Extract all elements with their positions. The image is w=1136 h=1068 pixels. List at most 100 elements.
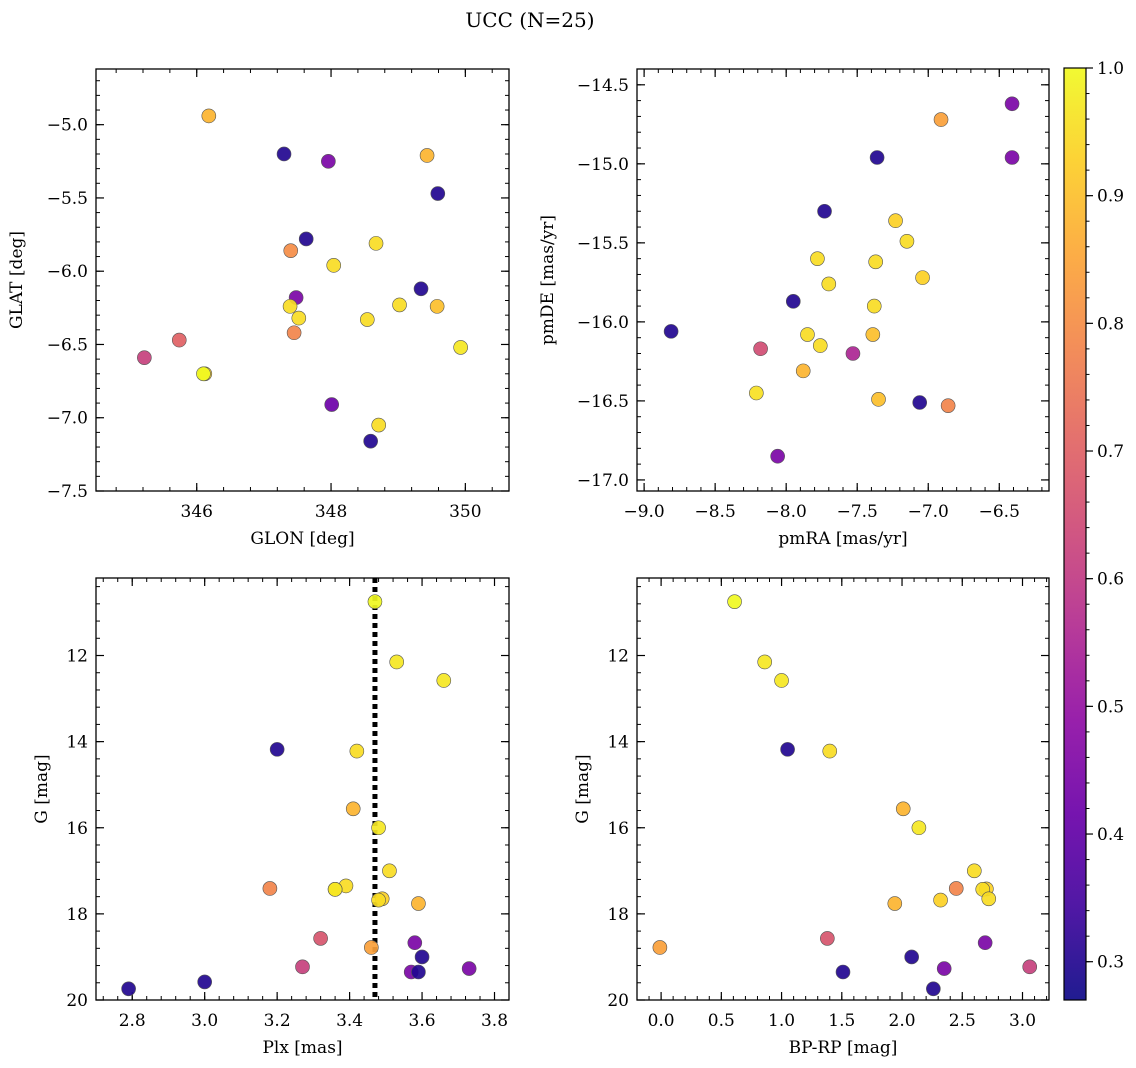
colorbar-tick-label: 0.5 [1097,697,1124,717]
axes-frame [95,68,510,492]
data-point [201,108,217,124]
data-point [196,366,211,382]
data-point [926,981,941,997]
data-point [895,801,911,817]
data-point [871,392,886,407]
data-point [413,281,429,297]
y-tick-label: −6.0 [47,262,88,282]
data-point [795,363,811,379]
x-tick-label: 2.5 [949,1011,976,1031]
data-point [276,146,292,162]
data-point [749,385,764,401]
data-point [967,863,982,879]
x-axis-label: GLON [deg] [250,529,354,549]
colorbar-tick-label: 1.0 [1097,59,1124,79]
data-point [1004,96,1020,112]
y-axis-label: G [mag] [573,754,593,823]
data-point [887,896,903,911]
colorbar: 0.3 0.4 0.5 0.6 0.7 0.8 0.9 1.0 [1063,59,1124,1001]
data-point [785,294,801,309]
data-point [821,276,837,292]
data-point [977,935,993,951]
x-tick-label: −9.0 [623,502,664,522]
y-tick-label: −6.5 [47,335,88,355]
y-tick-label: −14.5 [577,76,629,96]
data-point [822,743,838,759]
data-point [652,940,668,955]
data-point [933,112,949,127]
data-point [888,213,903,229]
data-point [382,863,397,879]
data-point [912,395,928,410]
panel-bprp-g: 0.0 0.5 1.0 1.5 2.0 2.5 3.0 12 14 16 18 20 BP-RP [ma… [573,577,1050,1058]
x-axis-label: BP-RP [mag] [789,1038,898,1058]
data-point [282,299,298,314]
y-tick-label: −7.5 [47,482,88,502]
colorbar-tick-label: 0.9 [1097,187,1124,207]
x-tick-label: 0.0 [648,1011,675,1031]
data-point [817,203,832,219]
y-tick-label: −17.0 [577,471,629,491]
data-point [436,673,452,688]
colorbar-tick-label: 0.7 [1097,442,1124,462]
x-tick-label: 348 [315,502,347,522]
data-point [283,243,299,258]
x-tick-label: 3.4 [336,1011,363,1031]
panel-glon-glat: 346 348 350 −7.5 −7.0 −6.5 −6.0 −5.5 −5.0 GLON [d… [7,68,510,549]
data-point [197,974,212,990]
y-tick-label: −15.0 [577,155,629,175]
panel-pmra-pmde: −9.0 −8.5 −8.0 −7.5 −7.0 −6.5 −17.0 −16.5 −16.0 −… [538,68,1050,549]
data-point [868,254,883,270]
axes-frame [636,577,1050,1001]
data-point [899,233,915,249]
data-point [371,820,386,836]
plot-area [137,108,468,449]
data-point [371,892,386,908]
y-tick-label: 20 [607,991,629,1011]
data-point [360,312,375,327]
data-point [757,654,772,670]
y-tick-label: −16.0 [577,313,629,333]
axes-frame [636,68,1050,492]
data-point [940,398,956,413]
data-point [121,981,136,997]
data-point [911,820,927,836]
data-point [780,742,795,757]
y-tick-label: 16 [66,819,88,839]
data-point [349,743,365,759]
data-point [407,935,423,951]
data-point [392,297,407,313]
plot-area [652,594,1038,997]
y-tick-label: 12 [66,647,88,667]
data-point [915,270,930,285]
y-tick-label: 20 [66,991,88,1011]
data-point [904,949,919,965]
x-tick-label: 3.0 [1009,1011,1036,1031]
data-point [137,350,152,365]
plot-area [663,96,1020,464]
data-point [948,881,964,896]
x-tick-label: −7.5 [837,502,878,522]
y-tick-label: −16.5 [577,392,629,412]
y-tick-label: −5.5 [47,189,88,209]
plot-area [121,578,477,1000]
y-tick-label: 16 [607,819,629,839]
data-point [1022,959,1038,975]
data-point [810,251,825,266]
data-point [327,882,343,897]
data-point [321,154,336,169]
y-tick-label: 18 [66,905,88,925]
x-tick-label: 1.5 [828,1011,855,1031]
data-point [866,298,882,314]
y-tick-label: 18 [607,905,629,925]
panel-plx-g: 2.8 3.0 3.2 3.4 3.6 3.8 12 14 16 18 20 Plx [mas] G [… [32,577,510,1058]
x-tick-label: 2.8 [119,1011,146,1031]
y-axis-label: pmDE [mas/yr] [538,215,558,345]
data-point [430,186,446,201]
data-point [286,325,302,341]
data-point [262,881,278,896]
x-tick-label: 3.0 [191,1011,218,1031]
data-point [364,940,379,955]
